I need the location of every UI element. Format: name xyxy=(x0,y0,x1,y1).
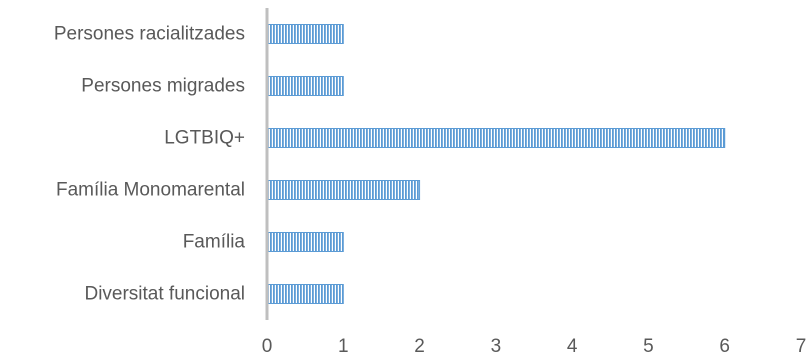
bars-layer xyxy=(266,24,726,304)
category-labels: Persones racialitzades Persones migrades L… xyxy=(54,24,246,305)
x-tick-label: 6 xyxy=(719,336,730,357)
category-label: Diversitat funcional xyxy=(84,284,245,305)
x-axis-tick-labels: 0 1 2 3 4 5 6 7 xyxy=(262,336,807,357)
bar xyxy=(266,76,344,96)
category-label: LGTBIQ+ xyxy=(164,128,245,149)
bar xyxy=(266,232,344,252)
bar xyxy=(266,24,344,44)
x-tick-label: 0 xyxy=(262,336,273,357)
bar xyxy=(266,284,344,304)
bar xyxy=(266,128,726,148)
x-tick-label: 5 xyxy=(643,336,654,357)
category-label: Persones racialitzades xyxy=(54,24,245,45)
category-label: Família Monomarental xyxy=(56,180,245,201)
x-tick-label: 4 xyxy=(567,336,578,357)
x-tick-label: 2 xyxy=(414,336,425,357)
category-label: Família xyxy=(183,232,246,253)
x-tick-label: 3 xyxy=(491,336,502,357)
x-tick-label: 7 xyxy=(796,336,807,357)
x-tick-label: 1 xyxy=(338,336,349,357)
bar xyxy=(266,180,421,200)
category-label: Persones migrades xyxy=(81,76,245,97)
